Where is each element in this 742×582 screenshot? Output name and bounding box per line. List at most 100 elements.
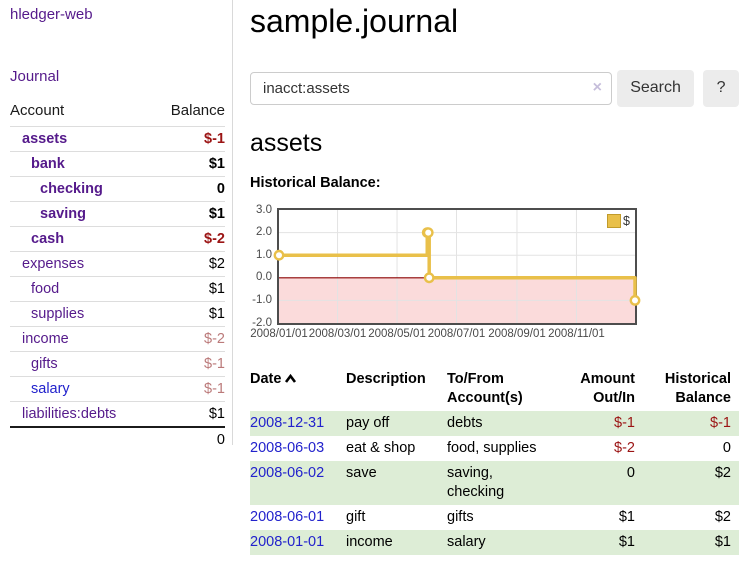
register-row: 2008-06-03 eat & shop food, supplies $-2 0 [250, 436, 739, 461]
register-date-link[interactable]: 2008-06-03 [250, 440, 325, 456]
accounts-table: Account Balance assets $-1 bank $1 checking 0… [10, 100, 225, 452]
x-axis-tick-label: 2008/05/01 [368, 328, 426, 340]
accounts-header-account: Account [10, 102, 65, 119]
register-row: 2008-06-02 save saving, checking 0 $2 [250, 461, 739, 505]
account-link-cash[interactable]: cash [31, 231, 65, 247]
clear-search-icon[interactable]: × [592, 78, 602, 96]
account-balance: 0 [152, 176, 225, 202]
y-axis-tick-label: 1.0 [256, 248, 272, 261]
account-row: supplies $1 [10, 301, 225, 327]
y-axis-tick-label: 0.0 [256, 271, 272, 284]
account-row: cash $-2 [10, 226, 225, 252]
app-title-link[interactable]: hledger-web [10, 6, 93, 23]
account-link-bank[interactable]: bank [31, 156, 65, 172]
y-axis-tick-label: -2.0 [252, 316, 272, 329]
account-link-salary[interactable]: salary [31, 381, 70, 397]
search-input[interactable] [250, 71, 612, 105]
account-balance: $-1 [152, 376, 225, 402]
register-cell-amount: $-1 [614, 415, 635, 431]
account-row: assets $-1 [10, 126, 225, 152]
account-row: income $-2 [10, 326, 225, 352]
account-row: salary $-1 [10, 376, 225, 402]
register-cell-date: 2008-06-03 [250, 436, 346, 461]
x-axis-tick-label: 2008/01/01 [250, 328, 308, 340]
y-axis-tick-label: 2.0 [256, 226, 272, 239]
accounts-header-balance: Balance [170, 102, 225, 119]
register-cell-description: pay off [346, 415, 390, 431]
accounts-total-row: 0 [10, 426, 225, 452]
register-cell-date: 2008-06-02 [250, 461, 346, 505]
page-title: sample.journal [250, 3, 459, 39]
register-cell-balance: $2 [714, 465, 731, 481]
register-cell-description: eat & shop [346, 440, 416, 456]
register-cell-date: 2008-06-01 [250, 505, 346, 530]
account-link-food[interactable]: food [31, 281, 60, 297]
register-date-link[interactable]: 2008-06-01 [250, 509, 325, 525]
chart-canvas [273, 210, 641, 323]
main-content: sample.journal × Search ? assets Histori… [250, 0, 739, 555]
sidebar-divider [232, 0, 233, 445]
register-cell-date: 2008-01-01 [250, 530, 346, 555]
account-row: checking 0 [10, 176, 225, 202]
register-cell-amount: $1 [618, 534, 635, 550]
chart-plot-area[interactable]: $ [273, 208, 641, 325]
register-cell-amount: $-2 [614, 440, 635, 456]
account-link-gifts[interactable]: gifts [31, 356, 58, 372]
register-cell-accounts: food, supplies [447, 440, 537, 456]
register-header-balance: Historical Balance [664, 371, 731, 406]
sidebar-item-journal[interactable]: Journal [10, 68, 60, 85]
account-row: gifts $-1 [10, 351, 225, 377]
account-link-assets[interactable]: assets [22, 131, 68, 147]
accounts-total-balance: 0 [152, 426, 225, 452]
help-button[interactable]: ? [703, 69, 739, 107]
register-cell-balance: 0 [722, 440, 731, 456]
x-axis-tick-label: 2008/11/01 [548, 328, 605, 340]
register-row: 2008-01-01 income salary $1 $1 [250, 530, 739, 555]
register-date-link[interactable]: 2008-01-01 [250, 534, 325, 550]
register-cell-amount: 0 [626, 465, 635, 481]
legend-swatch-icon [607, 214, 622, 228]
register-cell-balance: $-1 [710, 415, 731, 431]
register-date-link[interactable]: 2008-12-31 [250, 415, 325, 431]
account-balance: $-2 [152, 326, 225, 352]
register-cell-amount: $1 [618, 509, 635, 525]
account-link-expenses[interactable]: expenses [22, 256, 85, 272]
register-row: 2008-12-31 pay off debts $-1 $-1 [250, 411, 739, 436]
x-axis-tick-label: 2008/09/01 [488, 328, 546, 340]
account-balance: $2 [152, 251, 225, 277]
register-cell-balance: $1 [714, 534, 731, 550]
sort-ascending-icon [284, 371, 297, 390]
register-cell-description: gift [346, 509, 366, 525]
x-axis-tick-label: 2008/07/01 [427, 328, 486, 340]
account-balance: $1 [152, 276, 225, 302]
register-cell-description: save [346, 465, 377, 481]
y-axis-tick-label: 3.0 [256, 203, 272, 216]
account-link-liabilities-debts[interactable]: liabilities:debts [22, 406, 117, 422]
account-balance: $1 [152, 151, 225, 177]
register-header-accounts: To/From Account(s) [447, 371, 523, 406]
account-balance: $1 [152, 301, 225, 327]
register-date-link[interactable]: 2008-06-02 [250, 465, 325, 481]
account-link-saving[interactable]: saving [40, 206, 86, 222]
register-cell-accounts: saving, checking [447, 465, 505, 500]
account-link-supplies[interactable]: supplies [31, 306, 85, 322]
register-cell-accounts: gifts [447, 509, 474, 525]
account-row: liabilities:debts $1 [10, 401, 225, 427]
account-balance: $-1 [152, 126, 225, 152]
account-heading: assets [250, 129, 323, 157]
account-balance: $1 [152, 401, 225, 427]
account-balance: $-2 [152, 226, 225, 252]
register-header-description: Description [346, 371, 426, 387]
account-row: bank $1 [10, 151, 225, 177]
search-button[interactable]: Search [617, 69, 695, 107]
register-header-row: Date Description To/From Account(s) Amou… [250, 368, 739, 411]
x-axis-tick-label: 2008/03/01 [308, 328, 367, 340]
register-cell-balance: $2 [714, 509, 731, 525]
account-link-checking[interactable]: checking [40, 181, 103, 197]
account-balance: $1 [152, 201, 225, 227]
account-row: expenses $2 [10, 251, 225, 277]
register-cell-accounts: debts [447, 415, 483, 431]
search-bar: × Search ? [250, 69, 739, 107]
register-row: 2008-06-01 gift gifts $1 $2 [250, 505, 739, 530]
account-link-income[interactable]: income [22, 331, 69, 347]
